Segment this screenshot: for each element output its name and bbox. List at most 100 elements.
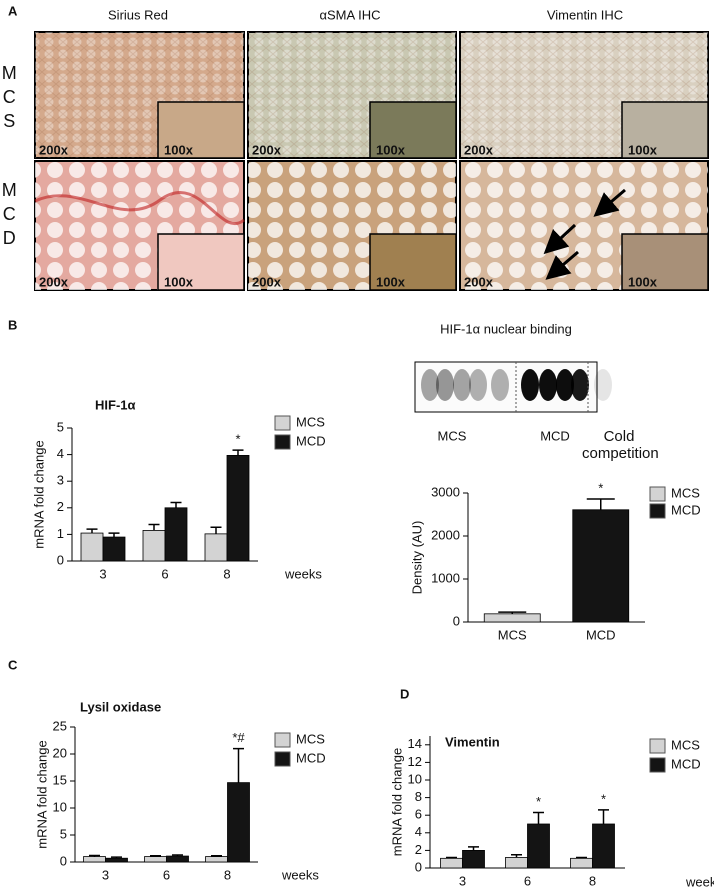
- gel-band: [556, 369, 574, 401]
- bar: [570, 857, 593, 869]
- legend-swatch: [274, 415, 291, 431]
- x-tick-label: 6: [163, 867, 170, 882]
- error-bar: [111, 856, 122, 859]
- chart-title: Lysil oxidase: [80, 699, 161, 714]
- error-bar: [598, 809, 609, 824]
- column-title: Sirius Red: [108, 7, 168, 22]
- arrow: [543, 223, 577, 255]
- arrow: [593, 188, 626, 217]
- y-tick-label: 10: [408, 771, 422, 786]
- bar: [440, 857, 463, 869]
- bar: [105, 857, 128, 863]
- y-tick-label: 0: [57, 552, 64, 567]
- annotation: *: [536, 794, 541, 809]
- x-tick-label: 8: [223, 566, 230, 581]
- magnification: 100x: [628, 142, 658, 157]
- error-bar: [86, 528, 98, 534]
- error-bar: [148, 523, 160, 531]
- x-tick-label: 8: [589, 873, 596, 888]
- gel: [414, 361, 612, 413]
- y-axis-label: Density (AU): [409, 521, 424, 595]
- bar: [592, 823, 615, 869]
- column-title: Vimentin IHC: [547, 7, 623, 22]
- panel-label: B: [8, 317, 17, 332]
- bar: [164, 507, 188, 562]
- legend-label: MCD: [671, 502, 701, 517]
- gel-band: [521, 369, 539, 401]
- magnification: 200x: [39, 142, 69, 157]
- column-title: αSMA IHC: [320, 7, 381, 22]
- legend-label: MCS: [296, 414, 325, 429]
- y-tick-label: 0: [415, 859, 422, 874]
- y-tick-label: 2000: [431, 527, 460, 542]
- bar: [166, 855, 189, 863]
- legend-label: MCS: [296, 731, 325, 746]
- gel-band: [469, 369, 487, 401]
- legend-label: MCD: [296, 750, 326, 765]
- inset: [369, 233, 457, 291]
- x-tick-label: MCS: [498, 627, 527, 642]
- chart-title: HIF-1α nuclear binding: [440, 321, 572, 336]
- y-tick-label: 20: [53, 745, 67, 760]
- magnification: 100x: [164, 274, 194, 289]
- error-bar: [586, 498, 615, 510]
- magnification: 200x: [464, 142, 494, 157]
- error-bar: [108, 532, 120, 538]
- y-tick-label: 25: [53, 718, 67, 733]
- gel-band: [594, 369, 612, 401]
- x-tick-label: 3: [102, 867, 109, 882]
- bar: [483, 613, 541, 623]
- gel-band: [571, 369, 589, 401]
- x-tick-label: 6: [161, 566, 168, 581]
- gel-band: [491, 369, 509, 401]
- legend-label: MCD: [671, 756, 701, 771]
- gel-label: MCS: [438, 428, 467, 443]
- bar: [227, 782, 250, 863]
- bar: [144, 856, 167, 863]
- legend-swatch: [649, 757, 666, 773]
- x-tick-label: MCD: [586, 627, 616, 642]
- y-tick-label: 2: [415, 842, 422, 857]
- error-bar: [211, 855, 222, 857]
- row-label: MCD: [0, 180, 19, 252]
- chart-title: HIF-1α: [95, 397, 136, 412]
- y-tick-label: 6: [415, 807, 422, 822]
- bar: [205, 856, 228, 863]
- legend-swatch: [274, 751, 291, 767]
- panel-label: D: [400, 686, 409, 701]
- magnification: 100x: [628, 274, 658, 289]
- gel-band: [453, 369, 471, 401]
- arrow: [545, 250, 579, 280]
- y-tick-label: 5: [60, 826, 67, 841]
- y-tick-label: 5: [57, 419, 64, 434]
- x-axis-label: weeks: [281, 867, 319, 882]
- error-bar: [232, 449, 244, 456]
- fibrosis: [34, 191, 245, 226]
- y-tick-label: 8: [415, 789, 422, 804]
- error-bar: [89, 854, 100, 857]
- bar: [83, 856, 106, 863]
- y-tick-label: 1000: [431, 570, 460, 585]
- gel-label: Cold competition: [582, 428, 659, 462]
- y-axis-label: mRNA fold change: [34, 740, 49, 848]
- error-bar: [533, 811, 544, 824]
- error-bar: [150, 855, 161, 857]
- inset: [157, 233, 245, 291]
- annotation: *#: [232, 730, 245, 745]
- legend-label: MCD: [296, 433, 326, 448]
- error-bar: [172, 854, 183, 857]
- error-bar: [498, 611, 527, 614]
- y-tick-label: 15: [53, 772, 67, 787]
- x-tick-label: 3: [459, 873, 466, 888]
- x-axis-label: weeks: [685, 874, 714, 889]
- legend-label: MCS: [671, 737, 700, 752]
- panel-label: C: [8, 657, 18, 672]
- chart-title: Vimentin: [445, 734, 500, 749]
- inset: [369, 101, 457, 159]
- gel-band: [436, 369, 454, 401]
- bar: [226, 454, 250, 562]
- magnification: 200x: [252, 142, 282, 157]
- magnification: 100x: [164, 142, 194, 157]
